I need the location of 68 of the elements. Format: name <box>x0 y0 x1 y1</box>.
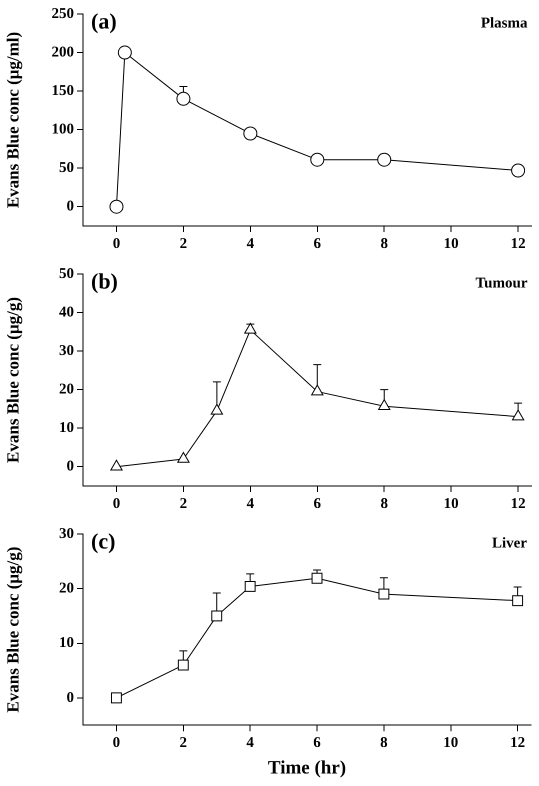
x-tick-label: 12 <box>510 236 526 252</box>
x-tick-label: 2 <box>180 236 188 252</box>
y-axis-title: Evans Blue conc (μg/g) <box>4 546 23 713</box>
x-tick-label: 8 <box>380 735 388 752</box>
y-tick-label: 10 <box>59 635 74 652</box>
point <box>176 92 190 106</box>
point <box>512 410 524 420</box>
point <box>378 399 390 410</box>
y-tick-label: 10 <box>59 420 74 436</box>
point <box>244 580 256 592</box>
x-tick-label: 6 <box>314 236 322 252</box>
point <box>211 610 222 622</box>
point <box>177 452 190 463</box>
point <box>109 200 124 214</box>
x-tick-label: 12 <box>510 496 526 512</box>
point <box>377 152 392 167</box>
y-tick-label: 20 <box>59 382 74 398</box>
x-tick-label: 12 <box>510 735 526 752</box>
y-tick-label: 30 <box>59 342 74 359</box>
y-tick-label: 100 <box>52 122 74 138</box>
x-tick-label: 10 <box>444 236 459 252</box>
y-axis-title: Evans Blue conc (μg/ml) <box>4 32 23 208</box>
point <box>178 660 189 671</box>
point <box>210 404 224 415</box>
y-tick-label: 0 <box>66 198 74 215</box>
y-axis-title: Evans Blue conc (μg/g) <box>4 297 23 463</box>
x-tick-label: 10 <box>444 496 459 512</box>
y-tick-label: 50 <box>59 266 74 282</box>
point <box>312 572 322 584</box>
annotation: (c) <box>91 528 116 554</box>
y-tick-label: 30 <box>59 526 74 542</box>
annotation: (b) <box>91 268 118 294</box>
annotation: Plasma <box>480 15 528 32</box>
x-tick-label: 2 <box>180 496 188 512</box>
x-axis-title: Time (hr) <box>268 758 346 779</box>
y-tick-label: 20 <box>59 580 74 597</box>
y-tick-label: 50 <box>59 160 74 176</box>
x-tick-label: 10 <box>443 735 458 752</box>
y-tick-label: 200 <box>52 44 74 60</box>
x-tick-label: 4 <box>246 236 255 252</box>
x-tick-label: 0 <box>112 236 120 252</box>
point <box>511 163 526 178</box>
x-tick-label: 6 <box>313 735 322 752</box>
point <box>110 692 122 704</box>
point <box>378 588 390 600</box>
point <box>110 460 123 470</box>
point <box>512 595 524 606</box>
x-tick-label: 0 <box>112 496 120 512</box>
x-tick-label: 0 <box>112 735 120 752</box>
y-tick-label: 150 <box>52 82 74 99</box>
point <box>118 46 132 60</box>
point <box>311 384 324 396</box>
x-tick-label: 6 <box>314 496 322 512</box>
y-tick-label: 40 <box>59 304 74 320</box>
x-tick-label: 4 <box>246 496 255 512</box>
y-tick-label: 0 <box>66 690 74 706</box>
point <box>244 322 256 334</box>
x-tick-label: 8 <box>380 496 388 512</box>
point <box>310 152 324 167</box>
point <box>243 126 258 140</box>
annotation: (a) <box>91 8 117 34</box>
annotation: Liver <box>492 535 528 552</box>
x-tick-label: 2 <box>180 735 188 752</box>
y-tick-label: 250 <box>52 6 74 22</box>
y-tick-label: 0 <box>66 458 74 475</box>
x-tick-label: 8 <box>380 236 388 252</box>
annotation: Tumour <box>476 275 528 292</box>
x-tick-label: 4 <box>246 735 254 752</box>
